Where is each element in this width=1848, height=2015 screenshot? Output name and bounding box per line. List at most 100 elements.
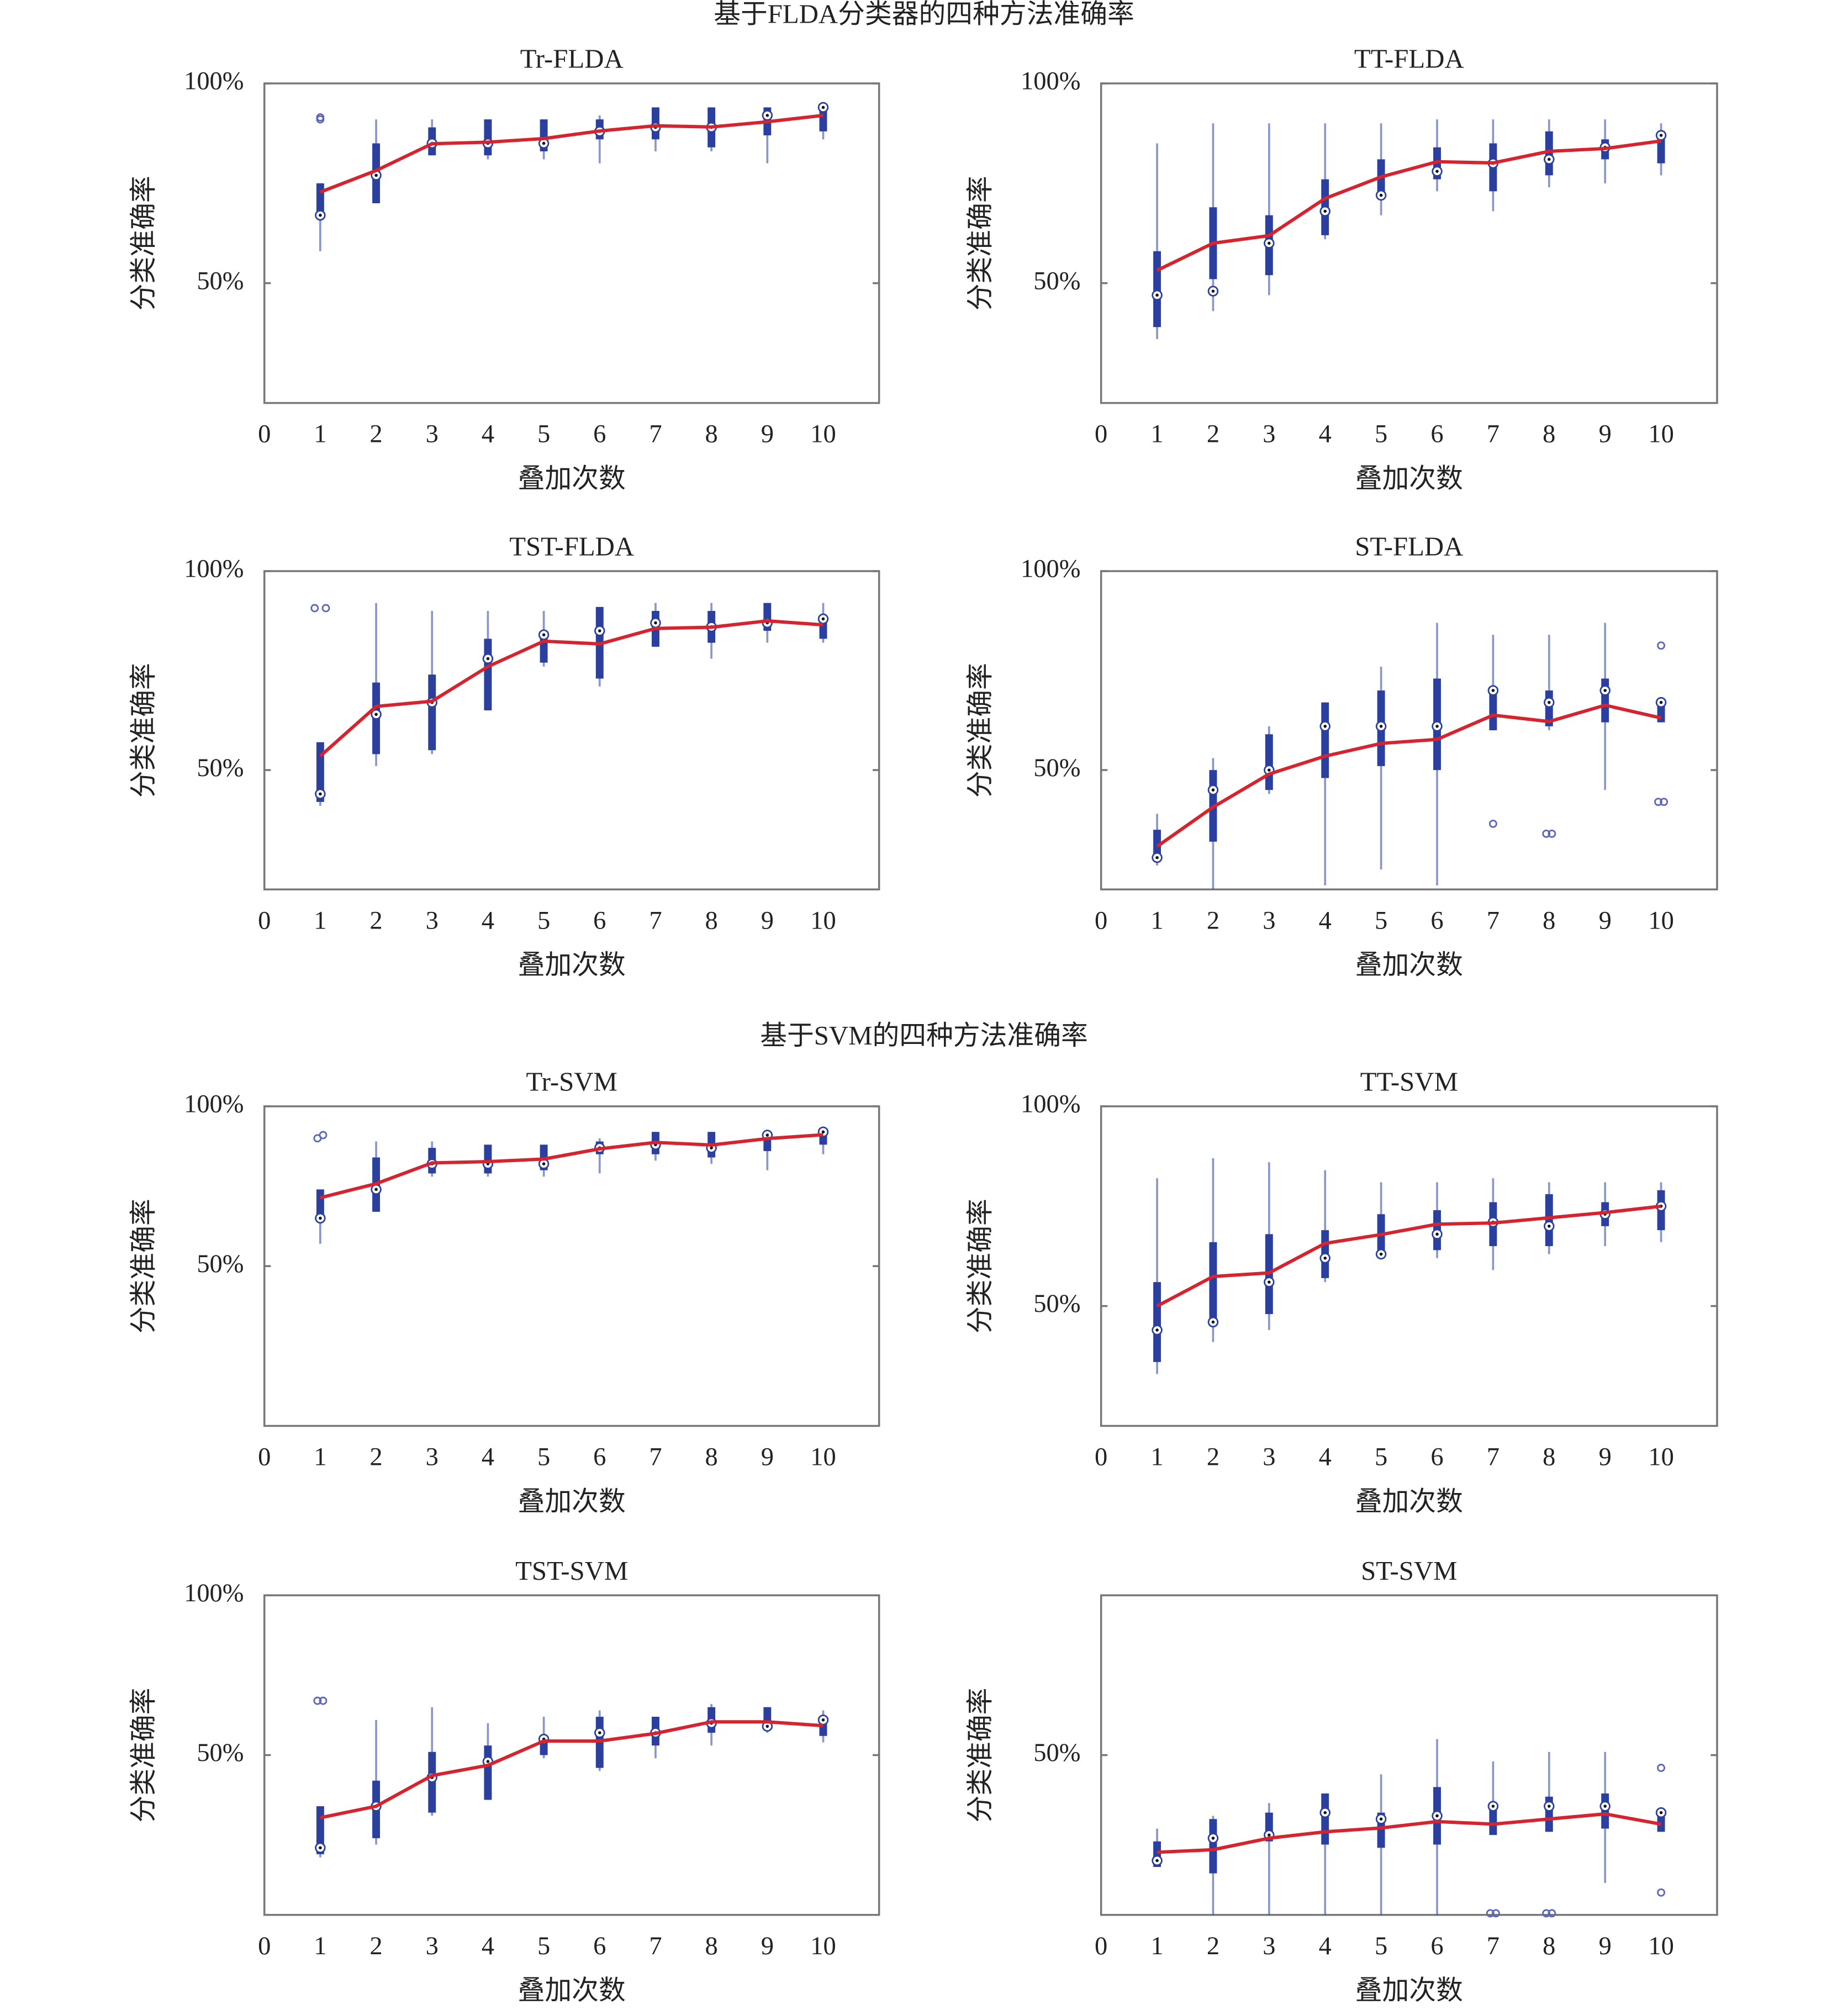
x-tick-label: 10	[1648, 1932, 1673, 1960]
median-dot	[1548, 1225, 1551, 1228]
plot-frame	[263, 570, 880, 890]
median-dot	[486, 657, 490, 661]
x-tick-label: 0	[1095, 1932, 1107, 1960]
panel-title: Tr-SVM	[526, 1067, 617, 1097]
x-tick-label: 10	[810, 1443, 836, 1471]
panel-title: TST-FLDA	[509, 532, 634, 562]
median-dot	[1155, 856, 1159, 859]
x-tick-label: 7	[1487, 420, 1499, 449]
x-tick-label: 2	[369, 420, 382, 449]
mean-line	[1156, 139, 1661, 272]
x-tick-label: 3	[1263, 1443, 1275, 1471]
box	[1209, 1819, 1217, 1874]
median-dot	[1268, 768, 1271, 772]
y-axis-label: 分类准确率	[129, 176, 159, 310]
median-dot	[1268, 1833, 1271, 1837]
outlier	[321, 604, 330, 613]
median-dot	[1155, 1859, 1159, 1863]
median-dot	[374, 713, 378, 716]
outlier	[1657, 641, 1666, 650]
x-axis-label: 叠加次数	[518, 1486, 626, 1516]
box	[1377, 1214, 1385, 1251]
y-tick-label: 100%	[1021, 1090, 1080, 1119]
x-tick-label: 0	[258, 906, 271, 935]
box	[484, 119, 492, 156]
median-dot	[765, 114, 769, 117]
median-dot	[1211, 788, 1215, 792]
x-tick-label: 8	[705, 1932, 718, 1960]
y-tick-label: 100%	[184, 67, 244, 96]
x-tick-label: 5	[537, 906, 550, 935]
median-dot	[1379, 1252, 1383, 1256]
x-tick-label: 3	[426, 1932, 439, 1960]
x-tick-label: 6	[593, 1443, 606, 1471]
box	[1545, 1194, 1553, 1247]
panel: ST-FLDA 叠加次数 分类准确率 50% 100% 0 1 2 3 4 5 6 7 8 9 10	[965, 532, 1718, 980]
box	[1265, 734, 1273, 790]
mean-line	[320, 1720, 823, 1819]
median-dot	[542, 141, 546, 145]
x-tick-label: 5	[537, 1932, 550, 1960]
median-dot	[319, 792, 322, 796]
x-tick-label: 4	[1319, 420, 1332, 449]
plot-frame	[1100, 82, 1718, 404]
x-tick-label: 10	[1648, 1443, 1673, 1471]
median-dot	[1323, 1811, 1327, 1814]
x-tick-label: 1	[314, 1443, 326, 1471]
x-tick-label: 7	[649, 1932, 662, 1960]
x-tick-label: 2	[369, 1932, 382, 1960]
median-dot	[598, 629, 601, 632]
x-tick-label: 2	[1207, 1443, 1219, 1471]
mean-line	[320, 1133, 823, 1200]
x-tick-label: 10	[810, 420, 836, 449]
outlier	[313, 1696, 322, 1705]
median-dot	[821, 1130, 825, 1133]
outlier	[316, 113, 325, 122]
x-tick-label: 0	[1095, 906, 1107, 935]
x-tick-label: 5	[1375, 906, 1387, 935]
x-tick-label: 3	[1263, 1932, 1275, 1960]
x-axis-label: 叠加次数	[1355, 950, 1463, 980]
median-dot	[1211, 1837, 1215, 1840]
x-tick-label: 2	[1207, 420, 1219, 449]
median-dot	[1155, 1328, 1159, 1332]
panel: TST-FLDA 叠加次数 分类准确率 50% 100% 0 1 2 3 4 5 6 7 8 9 10	[129, 532, 880, 980]
x-tick-label: 6	[593, 1932, 606, 1960]
x-axis-label: 叠加次数	[518, 1976, 626, 2006]
box	[1321, 702, 1329, 778]
x-tick-label: 4	[1319, 906, 1332, 935]
panel-title: ST-FLDA	[1355, 532, 1463, 562]
x-tick-label: 1	[314, 906, 326, 935]
x-tick-label: 2	[1207, 1932, 1219, 1960]
x-tick-label: 7	[649, 420, 662, 449]
x-tick-label: 3	[426, 1443, 439, 1471]
y-tick-label: 50%	[1033, 754, 1080, 782]
y-tick-label: 100%	[184, 1579, 244, 1607]
y-axis-label: 分类准确率	[965, 1688, 995, 1823]
x-tick-label: 1	[1150, 1443, 1163, 1471]
outlier	[1488, 819, 1497, 828]
outlier	[1548, 1909, 1556, 1918]
panel: Tr-SVM 叠加次数 分类准确率 50% 100% 0 1 2 3 4 5 6 7 8 9 10	[129, 1067, 880, 1516]
y-tick-label: 100%	[184, 555, 244, 583]
median-dot	[1435, 725, 1439, 728]
median-dot	[1268, 241, 1271, 245]
x-tick-label: 9	[1599, 906, 1612, 935]
outlier	[1486, 1909, 1495, 1918]
median-dot	[710, 1146, 713, 1149]
x-tick-label: 10	[1648, 906, 1673, 935]
panel: ST-SVM 叠加次数 分类准确率 50% 0 1 2 3 4 5 6 7 8 9 10	[965, 1556, 1718, 2006]
median-dot	[1603, 1805, 1607, 1808]
median-dot	[1548, 700, 1551, 704]
box	[1209, 1242, 1217, 1326]
x-tick-label: 1	[314, 420, 326, 449]
median-dot	[654, 621, 657, 625]
panel-title: TT-SVM	[1360, 1067, 1458, 1097]
box	[1321, 1793, 1329, 1845]
outlier	[1657, 1888, 1666, 1897]
x-tick-label: 5	[1375, 1932, 1387, 1960]
x-tick-label: 8	[705, 906, 718, 935]
box	[1153, 251, 1161, 328]
mean-line	[319, 619, 823, 758]
